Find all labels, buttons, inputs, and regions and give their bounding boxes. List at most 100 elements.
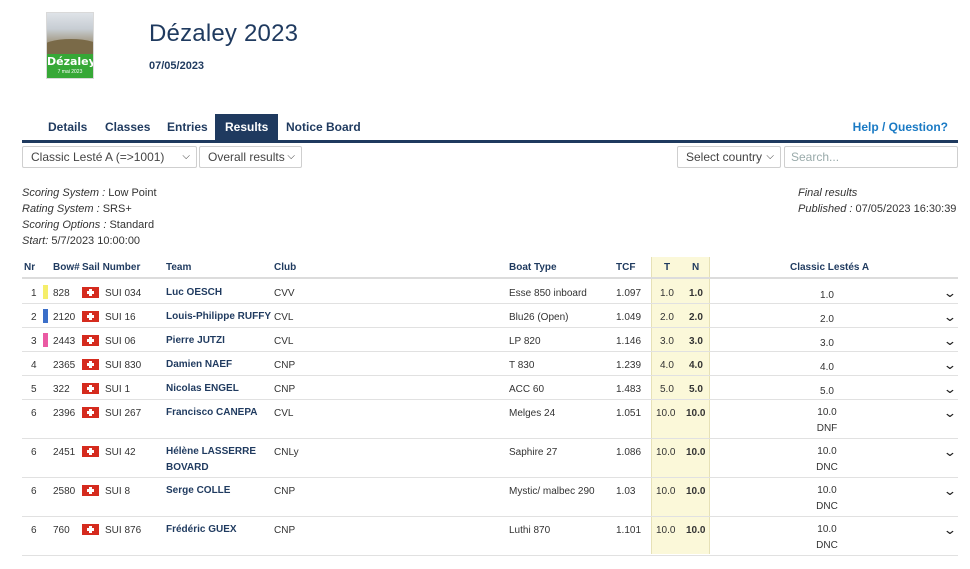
team-name[interactable]: Hélène LASSERRE BOVARD <box>166 446 257 473</box>
tcf-value: 1.086 <box>616 447 642 458</box>
club-name: CVL <box>274 408 294 419</box>
chevron-down-icon[interactable]: ⌄ <box>942 483 958 498</box>
sail-number: SUI 06 <box>105 336 136 347</box>
chevron-down-icon[interactable]: ⌄ <box>942 381 958 396</box>
chevron-down-icon: ⌵ <box>182 151 190 162</box>
boat-type: ACC 60 <box>509 384 545 395</box>
table-row[interactable]: 6 760 SUI 876 Frédéric GUEX CNP Luthi 870 1.10… <box>22 517 958 556</box>
race-status-code: DNC <box>816 540 838 551</box>
col-club[interactable]: Club <box>274 262 297 273</box>
race-status-code: DNF <box>816 423 838 434</box>
table-row[interactable]: 6 2451 SUI 42 Hélène LASSERRE BOVARD CNLy Sap… <box>22 439 958 478</box>
class-select[interactable]: Classic Lesté A (=>1001) ⌵ <box>22 146 197 168</box>
swiss-flag-icon <box>82 485 99 496</box>
club-name: CVV <box>274 288 295 299</box>
country-select-value: Select country <box>686 150 763 164</box>
col-boat-type[interactable]: Boat Type <box>509 262 557 273</box>
logo-date: 7 mai 2023 <box>57 69 83 75</box>
net-points: 5.0 <box>689 384 703 395</box>
team-name[interactable]: Pierre JUTZI <box>166 335 225 346</box>
total-points: 10.0 <box>656 447 676 458</box>
row-rank: 6 <box>31 486 37 497</box>
col-race[interactable]: Classic Lestés A <box>790 262 870 273</box>
final-results-label: Final results <box>798 187 858 199</box>
country-select[interactable]: Select country ⌵ <box>677 146 781 168</box>
chevron-down-icon[interactable]: ⌄ <box>942 357 958 372</box>
team-name[interactable]: Frédéric GUEX <box>166 524 237 535</box>
col-team[interactable]: Team <box>166 262 192 273</box>
scoring-system: Scoring System : Low Point <box>22 187 157 199</box>
chevron-down-icon[interactable]: ⌄ <box>942 444 958 459</box>
race-score: 4.0 <box>777 360 877 376</box>
club-name: CNP <box>274 486 296 497</box>
team-name[interactable]: Nicolas ENGEL <box>166 383 239 394</box>
table-row[interactable]: 2 2120 SUI 16 Louis-Philippe RUFFY CVL Blu26 … <box>22 304 958 328</box>
race-status-code: DNC <box>816 462 838 473</box>
total-points: 3.0 <box>660 336 674 347</box>
team-name[interactable]: Louis-Philippe RUFFY <box>166 311 271 322</box>
race-status-code: DNC <box>816 501 838 512</box>
race-score: 10.0 DNC <box>777 444 877 476</box>
race-points: 2.0 <box>820 314 834 325</box>
race-points: 5.0 <box>820 386 834 397</box>
col-total[interactable]: T <box>664 262 671 273</box>
table-row[interactable]: 6 2396 SUI 267 Francisco CANEPA CVL Melges 24… <box>22 400 958 439</box>
chevron-down-icon[interactable]: ⌄ <box>942 522 958 537</box>
tab-results[interactable]: Results <box>215 114 279 140</box>
tab-classes[interactable]: Classes <box>105 120 151 134</box>
table-row[interactable]: 4 2365 SUI 830 Damien NAEF CNP T 830 1.239 4.0 4… <box>22 352 958 376</box>
swiss-flag-icon <box>82 335 99 346</box>
col-bow[interactable]: Bow# <box>53 262 80 273</box>
tcf-value: 1.03 <box>616 486 636 497</box>
chevron-down-icon: ⌵ <box>287 151 295 162</box>
table-row[interactable]: 1 828 SUI 034 Luc OESCH CVV Esse 850 inboard 1… <box>22 280 958 304</box>
club-name: CVL <box>274 336 294 347</box>
event-date: 07/05/2023 <box>149 60 205 72</box>
boat-type: Blu26 (Open) <box>509 312 569 323</box>
sail-number: SUI 830 <box>105 360 142 371</box>
bow-number: 322 <box>53 384 70 395</box>
tab-entries[interactable]: Entries <box>167 120 208 134</box>
tcf-value: 1.051 <box>616 408 642 419</box>
chevron-down-icon[interactable]: ⌄ <box>942 333 958 348</box>
tcf-value: 1.049 <box>616 312 642 323</box>
swiss-flag-icon <box>82 446 99 457</box>
team-name[interactable]: Francisco CANEPA <box>166 407 258 418</box>
race-score: 5.0 <box>777 384 877 400</box>
table-row[interactable]: 6 2580 SUI 8 Serge COLLE CNP Mystic/ malbec 2… <box>22 478 958 517</box>
chevron-down-icon[interactable]: ⌄ <box>942 405 958 420</box>
swiss-flag-icon <box>82 359 99 370</box>
team-name[interactable]: Luc OESCH <box>166 287 223 298</box>
team-name[interactable]: Serge COLLE <box>166 485 231 496</box>
chevron-down-icon[interactable]: ⌄ <box>942 285 958 300</box>
medal-marker <box>43 333 48 347</box>
boat-type: Mystic/ malbec 290 <box>509 486 595 497</box>
table-row[interactable]: 3 2443 SUI 06 Pierre JUTZI CVL LP 820 1.146 3.0… <box>22 328 958 352</box>
row-rank: 1 <box>31 288 37 299</box>
totals-highlight <box>651 257 710 554</box>
race-points: 4.0 <box>820 362 834 373</box>
col-net[interactable]: N <box>692 262 700 273</box>
col-nr[interactable]: Nr <box>24 262 36 273</box>
results-table-header: Nr Bow# Sail Number Team Club Boat Type … <box>22 257 958 279</box>
col-tcf[interactable]: TCF <box>616 262 636 273</box>
results-select[interactable]: Overall results ⌵ <box>199 146 302 168</box>
col-sail-number[interactable]: Sail Number <box>82 262 141 273</box>
sail-number: SUI 1 <box>105 384 131 395</box>
chevron-down-icon[interactable]: ⌄ <box>942 309 958 324</box>
chevron-down-icon: ⌵ <box>766 151 774 162</box>
help-link[interactable]: Help / Question? <box>852 120 948 134</box>
swiss-flag-icon <box>82 524 99 535</box>
team-name[interactable]: Damien NAEF <box>166 359 233 370</box>
club-name: CNP <box>274 384 296 395</box>
boat-type: LP 820 <box>509 336 541 347</box>
tcf-value: 1.097 <box>616 288 642 299</box>
logo-text: Dézaley <box>47 55 94 68</box>
tab-notice-board[interactable]: Notice Board <box>286 120 361 134</box>
search-input[interactable]: Search... <box>784 146 958 168</box>
net-points: 10.0 <box>686 447 706 458</box>
net-points: 10.0 <box>686 525 706 536</box>
tab-details[interactable]: Details <box>48 120 88 134</box>
race-points: 10.0 <box>817 407 837 418</box>
table-row[interactable]: 5 322 SUI 1 Nicolas ENGEL CNP ACC 60 1.483 5.0 5… <box>22 376 958 400</box>
